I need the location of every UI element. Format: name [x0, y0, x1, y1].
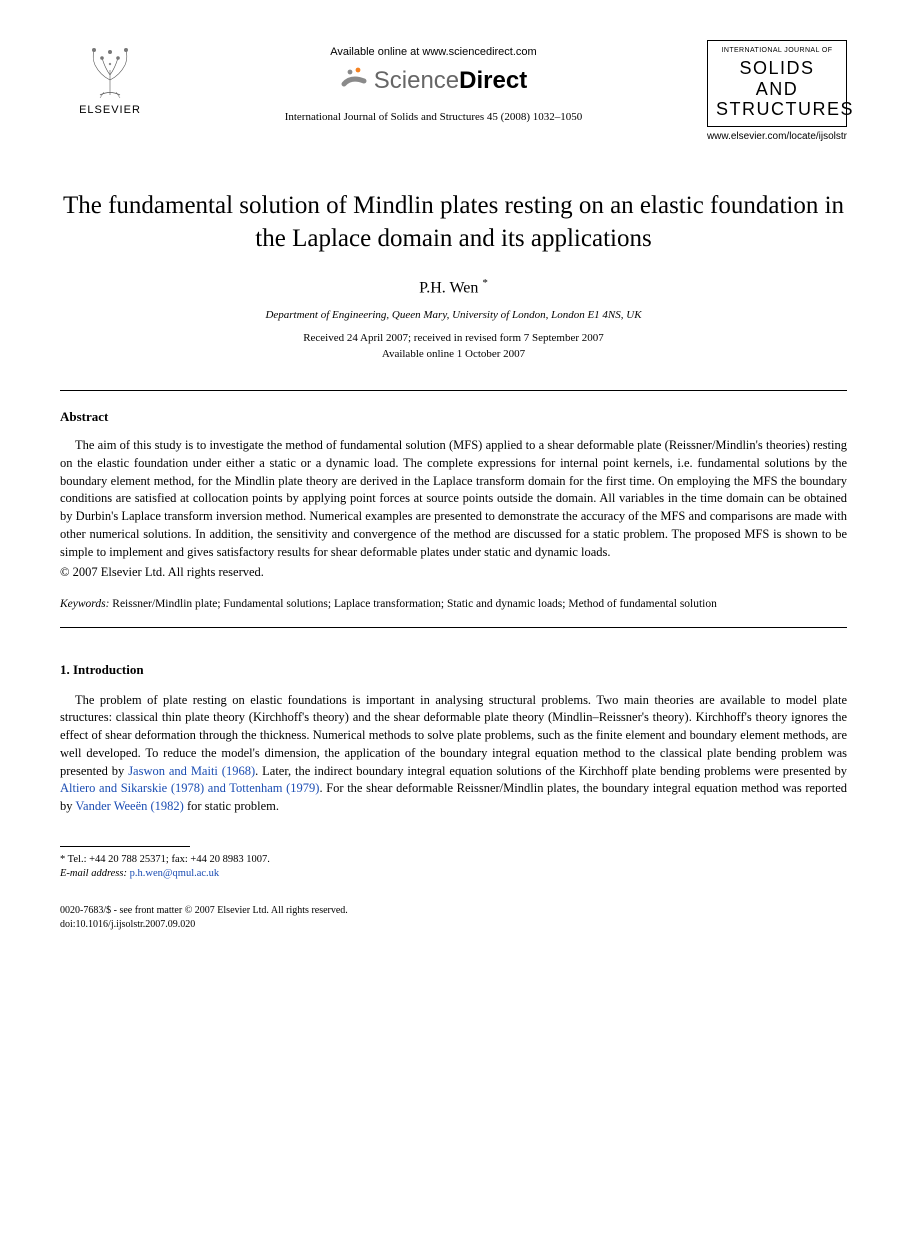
header-center: Available online at www.sciencedirect.co… — [160, 40, 707, 123]
dates-line1: Received 24 April 2007; received in revi… — [60, 331, 847, 346]
elsevier-tree-icon — [80, 40, 140, 100]
author-footnote-mark: * — [482, 277, 488, 289]
journal-box-wrap: INTERNATIONAL JOURNAL OF SOLIDS AND STRU… — [707, 40, 847, 182]
abstract-heading: Abstract — [60, 409, 847, 425]
article-dates: Received 24 April 2007; received in revi… — [60, 331, 847, 362]
keywords-label: Keywords: — [60, 598, 109, 610]
dates-line2: Available online 1 October 2007 — [60, 347, 847, 362]
journal-large-line1: SOLIDS AND — [716, 58, 838, 99]
section-1-para-1: The problem of plate resting on elastic … — [60, 692, 847, 816]
publisher-logo-block: ELSEVIER — [60, 40, 160, 116]
footer-doi-line: doi:10.1016/j.ijsolstr.2007.09.020 — [60, 918, 847, 932]
abstract-body: The aim of this study is to investigate … — [60, 437, 847, 561]
para1-part-b: . Later, the indirect boundary integral … — [255, 764, 847, 778]
citation-line: International Journal of Solids and Stru… — [160, 111, 707, 123]
citation-altiero[interactable]: Altiero and Sikarskie (1978) and Tottenh… — [60, 781, 319, 795]
author-name: P.H. Wen — [419, 279, 478, 296]
article-title: The fundamental solution of Mindlin plat… — [60, 190, 847, 255]
corresponding-author-footnote: * Tel.: +44 20 788 25371; fax: +44 20 89… — [60, 853, 847, 882]
affiliation: Department of Engineering, Queen Mary, U… — [60, 309, 847, 321]
citation-jaswon[interactable]: Jaswon and Maiti (1968) — [128, 764, 255, 778]
sd-swoosh-icon — [340, 64, 368, 97]
keywords-text: Reissner/Mindlin plate; Fundamental solu… — [109, 598, 716, 610]
journal-large-line2: STRUCTURES — [716, 99, 838, 120]
footer-issn-line: 0020-7683/$ - see front matter © 2007 El… — [60, 904, 847, 918]
journal-small-text: INTERNATIONAL JOURNAL OF — [716, 47, 838, 54]
journal-box: INTERNATIONAL JOURNAL OF SOLIDS AND STRU… — [707, 40, 847, 127]
footnote-email-label: E-mail address: — [60, 868, 127, 879]
page-footer: 0020-7683/$ - see front matter © 2007 El… — [60, 904, 847, 931]
footnote-contact: * Tel.: +44 20 788 25371; fax: +44 20 89… — [60, 853, 847, 868]
citation-vanderweeen[interactable]: Vander Weeën (1982) — [75, 799, 183, 813]
journal-url: www.elsevier.com/locate/ijsolstr — [707, 131, 847, 142]
sd-word-light: Science — [374, 67, 459, 94]
para1-part-d: for static problem. — [184, 799, 279, 813]
abstract-copyright: © 2007 Elsevier Ltd. All rights reserved… — [60, 565, 847, 580]
publisher-label: ELSEVIER — [79, 104, 141, 116]
section-1-heading: 1. Introduction — [60, 662, 847, 678]
sd-word-bold: Direct — [459, 67, 527, 94]
page-header: ELSEVIER Available online at www.science… — [60, 40, 847, 182]
rule-below-keywords — [60, 627, 847, 628]
footnote-rule — [60, 846, 190, 847]
footnote-email[interactable]: p.h.wen@qmul.ac.uk — [130, 868, 220, 879]
keywords-line: Keywords: Reissner/Mindlin plate; Fundam… — [60, 596, 847, 612]
available-online-text: Available online at www.sciencedirect.co… — [160, 46, 707, 58]
rule-above-abstract — [60, 390, 847, 391]
sciencedirect-logo: ScienceDirect — [160, 64, 707, 97]
author-line: P.H. Wen * — [60, 277, 847, 297]
footnote-email-line: E-mail address: p.h.wen@qmul.ac.uk — [60, 867, 847, 882]
sd-wordmark: ScienceDirect — [374, 67, 527, 95]
